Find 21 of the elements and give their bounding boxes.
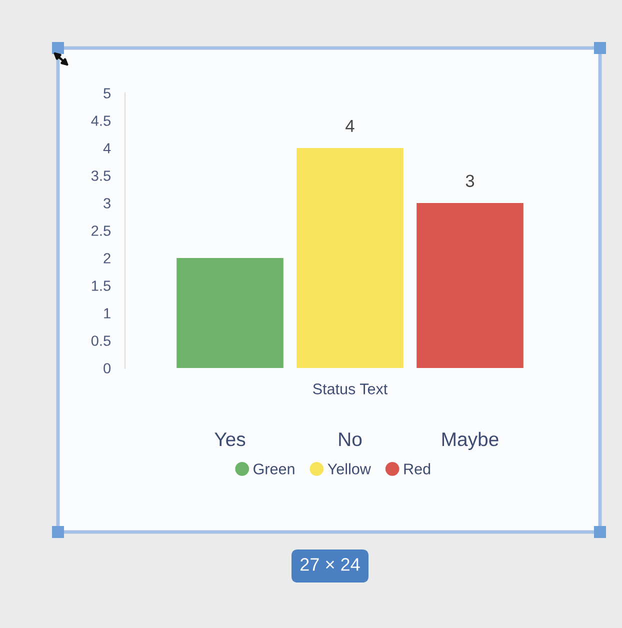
- x-axis-title: Status Text: [313, 384, 388, 394]
- y-tick-label: 5: [104, 88, 110, 98]
- legend-label: Red: [404, 463, 430, 474]
- data-label: 3: [466, 174, 474, 188]
- y-tick-label: 2.5: [92, 226, 110, 236]
- y-tick-label: 0: [104, 363, 111, 374]
- y-tick-label: 0.5: [91, 336, 110, 346]
- y-tick-label: 2: [104, 253, 110, 264]
- y-tick-label: 1: [104, 308, 110, 318]
- legend-label: Yellow: [328, 463, 371, 474]
- data-label: 4: [346, 120, 354, 132]
- x-tick-label: Maybe: [442, 432, 498, 450]
- y-tick-label: 3: [104, 198, 110, 208]
- legend-label: Green: [254, 464, 294, 474]
- y-tick-label: 1.5: [92, 280, 110, 291]
- text: 27 × 24: [300, 558, 360, 571]
- y-tick-label: 3.5: [91, 170, 110, 181]
- x-tick-label: Yes: [214, 432, 246, 446]
- y-tick-label: 4: [103, 143, 111, 154]
- y-tick-label: 4.5: [91, 116, 110, 126]
- x-tick-label: No: [339, 432, 362, 446]
